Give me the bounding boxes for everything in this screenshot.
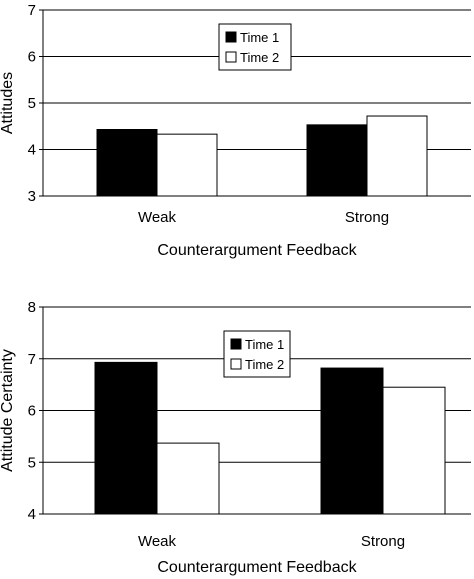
legend-swatch (230, 358, 242, 370)
y-tick-label: 5 (28, 95, 36, 112)
bar-weak-time-2 (156, 133, 218, 197)
bar-weak-time-2 (156, 442, 220, 515)
legend: Time 1 Time 2 (218, 23, 292, 71)
legend-label: Time 2 (240, 50, 279, 65)
legend-swatch (230, 338, 242, 350)
legend-label: Time 2 (245, 357, 284, 372)
x-category-label: Strong (345, 209, 389, 226)
y-tick-label: 5 (28, 454, 36, 471)
x-axis-title: Counterargument Feedback (157, 559, 357, 576)
chart-1: 3 4 5 6 7 Weak Strong Attitudes Counterargument … (0, 2, 471, 259)
legend-swatch (225, 51, 237, 63)
x-category-label: Strong (361, 533, 405, 550)
bar-strong-time-1 (306, 124, 368, 197)
y-tick-label: 7 (28, 351, 36, 368)
x-category-label: Weak (138, 209, 177, 226)
y-tick-label: 6 (28, 403, 36, 420)
x-category-label: Weak (138, 533, 177, 550)
legend-label: Time 1 (240, 30, 279, 45)
y-tick-label: 6 (28, 49, 36, 66)
bar-strong-time-1 (320, 367, 384, 515)
legend-label: Time 1 (245, 337, 284, 352)
bar-strong-time-2 (382, 386, 446, 515)
x-axis-title: Counterargument Feedback (157, 242, 357, 259)
y-tick-label: 8 (28, 299, 36, 316)
legend: Time 1 Time 2 (223, 330, 291, 378)
bar-weak-time-1 (94, 361, 158, 515)
bar-weak-time-1 (96, 129, 158, 197)
y-tick-label: 4 (28, 506, 36, 523)
chart-2: 4 5 6 7 8 Weak Strong Attitude Certainty Counter… (0, 299, 471, 576)
y-tick-label: 7 (28, 2, 36, 19)
bar-strong-time-2 (366, 115, 428, 197)
y-tick-label: 3 (28, 188, 36, 205)
legend-swatch (225, 31, 237, 43)
y-axis-title: Attitudes (0, 72, 16, 134)
y-tick-label: 4 (28, 142, 36, 159)
y-axis-title: Attitude Certainty (0, 349, 16, 472)
